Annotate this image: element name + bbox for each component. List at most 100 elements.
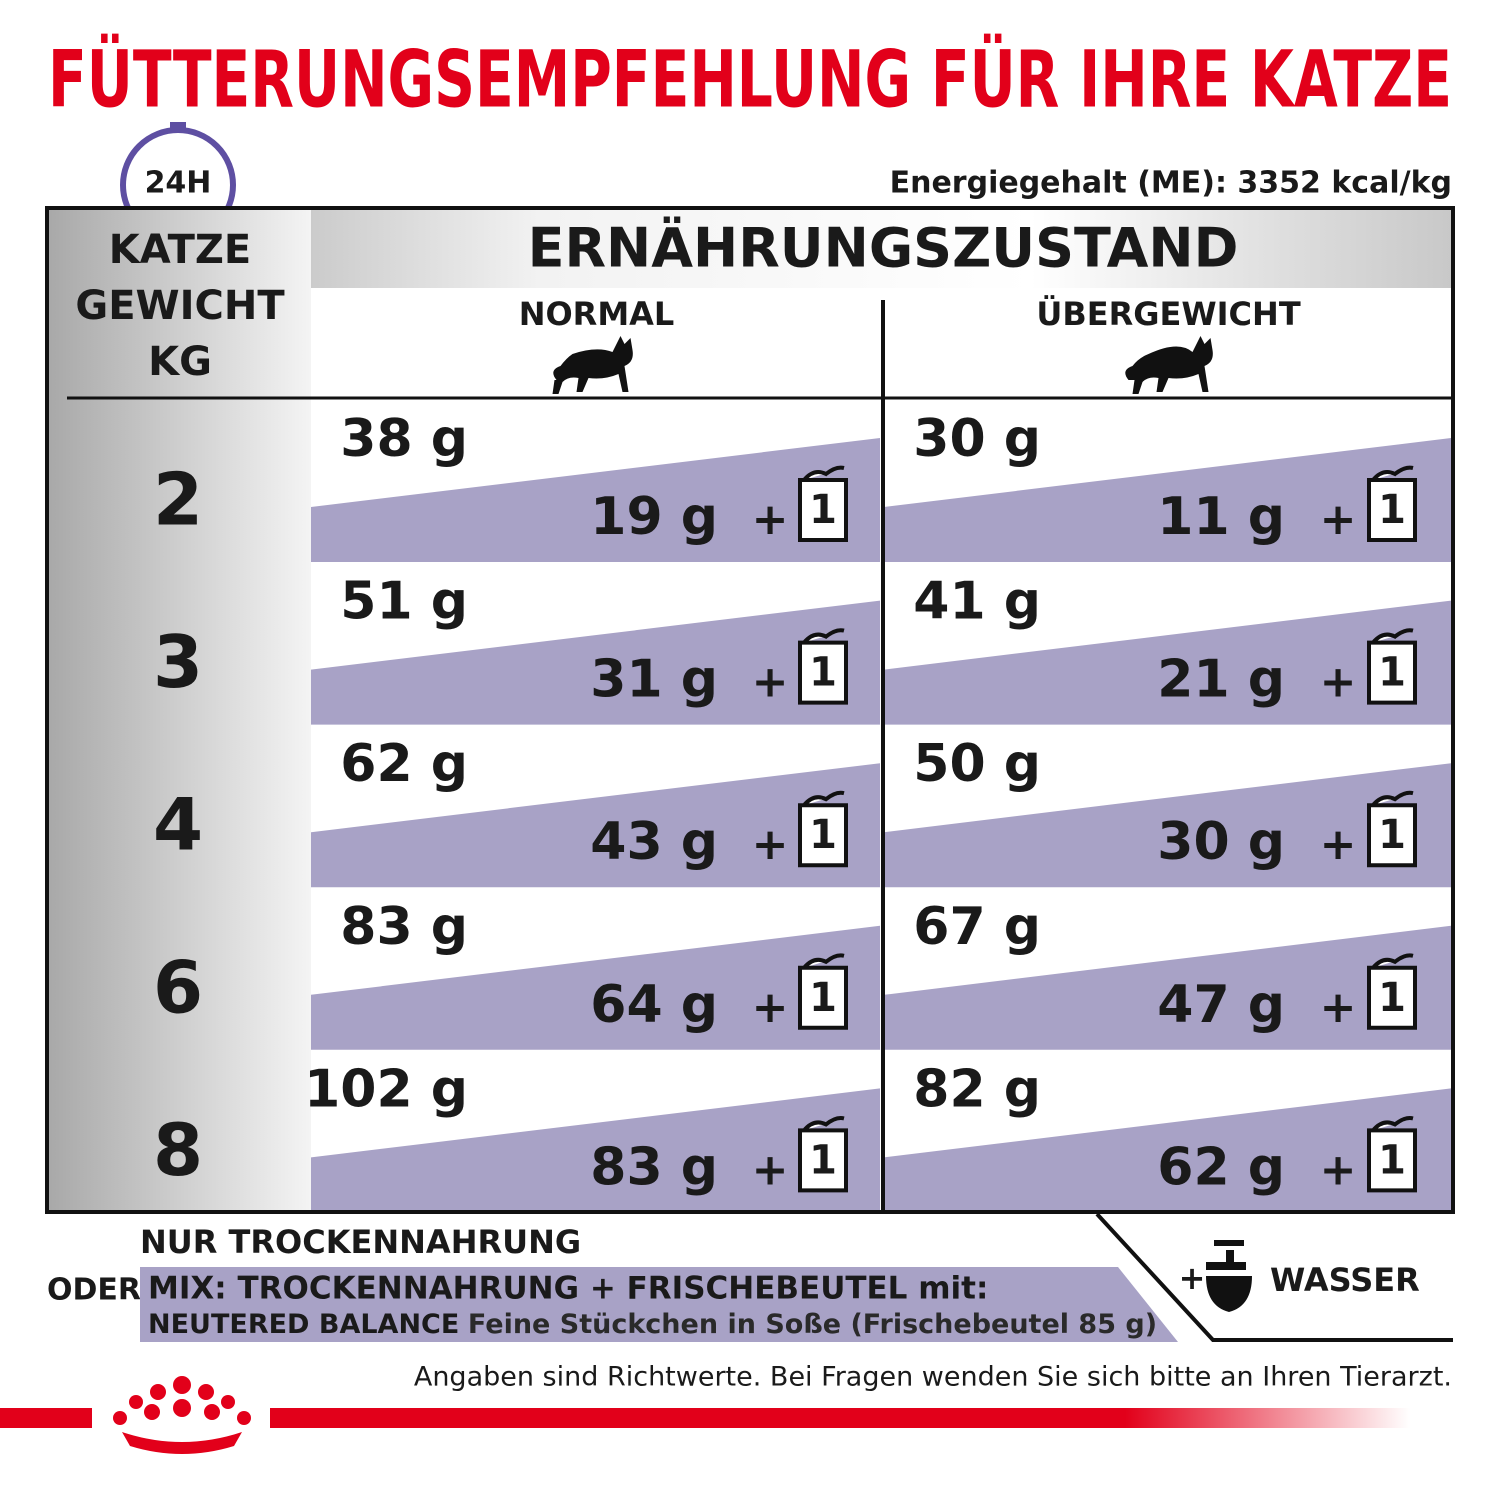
pouch-icon — [1367, 790, 1417, 868]
dry-amount: 82 g — [913, 1059, 1041, 1119]
pouch-icon — [798, 953, 848, 1030]
product-name: NEUTERED BALANCE — [148, 1309, 459, 1340]
cat-weight: 3 — [153, 620, 203, 704]
weight-header: KATZE — [109, 227, 251, 273]
dry-amount: 62 g — [340, 734, 468, 794]
mix-amount: 21 g — [1157, 650, 1285, 710]
dry-amount: 30 g — [913, 409, 1041, 469]
red-bar-right — [270, 1408, 1410, 1428]
dry-amount: 102 g — [304, 1059, 468, 1119]
plus: + — [1320, 1144, 1357, 1195]
pouch-count: 1 — [1378, 487, 1406, 533]
plus: + — [752, 819, 789, 870]
plus: + — [752, 657, 789, 708]
logo-dot — [144, 1404, 160, 1420]
mix-band — [884, 438, 1451, 562]
mix-band — [884, 1088, 1451, 1213]
mix-amount: 30 g — [1157, 812, 1285, 872]
plus: + — [752, 982, 789, 1033]
mix-band — [311, 763, 880, 888]
pouch-count: 1 — [809, 812, 837, 858]
water-label: WASSER — [1270, 1261, 1420, 1299]
pouch-count: 1 — [809, 487, 837, 533]
mix-amount: 11 g — [1157, 487, 1285, 547]
cat-weight: 4 — [153, 783, 203, 867]
pouch-count: 1 — [1378, 650, 1406, 696]
dry-amount: 41 g — [913, 572, 1041, 632]
dry-only-label: NUR TROCKENNAHRUNG — [140, 1223, 581, 1261]
weight-header: KG — [148, 339, 212, 385]
table-frame — [45, 206, 1455, 1214]
pouch-icon — [798, 1116, 848, 1193]
logo-dot — [113, 1411, 127, 1425]
mix-band — [884, 925, 1451, 1050]
dry-amount: 67 g — [913, 897, 1041, 957]
logo-dot — [173, 1399, 191, 1417]
dry-amount: 51 g — [340, 572, 468, 632]
mix-band — [884, 600, 1451, 725]
group-header: ERNÄHRUNGSZUSTAND — [528, 217, 1239, 280]
plus: + — [1320, 819, 1357, 870]
pouch-count: 1 — [809, 650, 837, 696]
dry-amount: 50 g — [913, 734, 1041, 794]
plus: + — [752, 1144, 789, 1195]
footer-note: Angaben sind Richtwerte. Bei Fragen wend… — [414, 1362, 1452, 1393]
pouch-icon — [1367, 953, 1417, 1030]
cat-weight: 8 — [153, 1108, 203, 1192]
pouch-icon — [798, 628, 848, 705]
pouch-icon — [1367, 465, 1417, 542]
logo-dot — [129, 1395, 143, 1409]
logo-dot — [204, 1404, 220, 1420]
cat-icon — [552, 336, 633, 394]
pouch-count: 1 — [1378, 812, 1406, 858]
red-bar-left — [0, 1408, 92, 1428]
water-box — [1095, 1212, 1453, 1342]
cat-icon — [1125, 336, 1213, 394]
logo-dot — [198, 1384, 214, 1400]
clock-label: 24H — [145, 166, 212, 201]
mix-amount: 62 g — [1157, 1137, 1285, 1197]
cat-weight: 2 — [153, 458, 203, 542]
pouch-icon — [1367, 1116, 1417, 1193]
mix-band — [311, 925, 880, 1050]
pouch-count: 1 — [809, 975, 837, 1021]
weight-column — [47, 208, 311, 1212]
logo-dot — [221, 1395, 235, 1409]
column-header: ÜBERGEWICHT — [1036, 295, 1300, 333]
mix-amount: 31 g — [590, 650, 718, 710]
pouch-count: 1 — [809, 1137, 837, 1183]
mix-band — [311, 600, 880, 725]
plus: + — [1320, 982, 1357, 1033]
weight-header: GEWICHT — [75, 283, 285, 329]
product-line: NEUTERED BALANCE Feine Stückchen in Soße… — [148, 1309, 1157, 1340]
logo-crown — [122, 1432, 242, 1454]
dry-amount: 83 g — [340, 897, 468, 957]
water-plus: + — [1179, 1259, 1206, 1297]
clock-label-bg — [138, 166, 218, 202]
mix-band — [311, 438, 880, 562]
mix-legend-band — [140, 1267, 1178, 1342]
dry-amount: 38 g — [340, 409, 468, 469]
water-icon — [1206, 1240, 1252, 1312]
logo-dot — [173, 1376, 191, 1394]
mix-band — [311, 1088, 880, 1213]
mix-band — [884, 763, 1451, 888]
mix-amount: 43 g — [590, 812, 718, 872]
pouch-count: 1 — [1378, 1137, 1406, 1183]
logo-dot — [237, 1411, 251, 1425]
pouch-count: 1 — [1378, 975, 1406, 1021]
plus: + — [1320, 494, 1357, 545]
mix-amount: 83 g — [590, 1137, 718, 1197]
plus: + — [1320, 657, 1357, 708]
mix-amount: 64 g — [590, 975, 718, 1035]
mix-amount: 47 g — [1157, 975, 1285, 1035]
pouch-icon — [798, 790, 848, 868]
mix-amount: 19 g — [590, 487, 718, 547]
pouch-icon — [1367, 628, 1417, 705]
plus: + — [752, 494, 789, 545]
clock-top — [170, 122, 186, 130]
logo-dot — [150, 1384, 166, 1400]
pouch-icon — [798, 465, 848, 542]
cat-weight: 6 — [153, 945, 203, 1029]
